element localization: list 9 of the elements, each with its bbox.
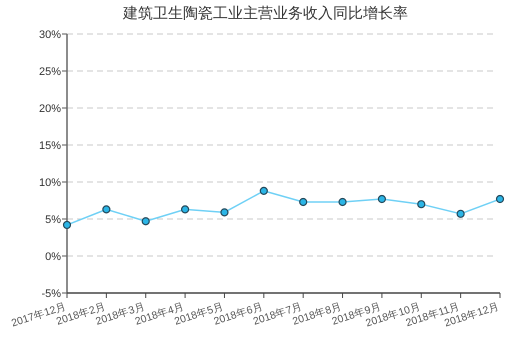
y-tick-label: 0% [45,251,62,263]
y-tick-label: 15% [38,140,62,152]
y-tick-label: 30% [38,29,62,41]
y-tick-label: 10% [38,177,62,189]
y-tick-label: 5% [45,214,62,226]
y-tick-label: -5% [41,288,62,300]
chart-title: 建筑卫生陶瓷工业主营业务收入同比增长率 [122,5,408,22]
y-tick-label: 25% [38,66,62,78]
y-tick-label: 20% [38,103,62,115]
